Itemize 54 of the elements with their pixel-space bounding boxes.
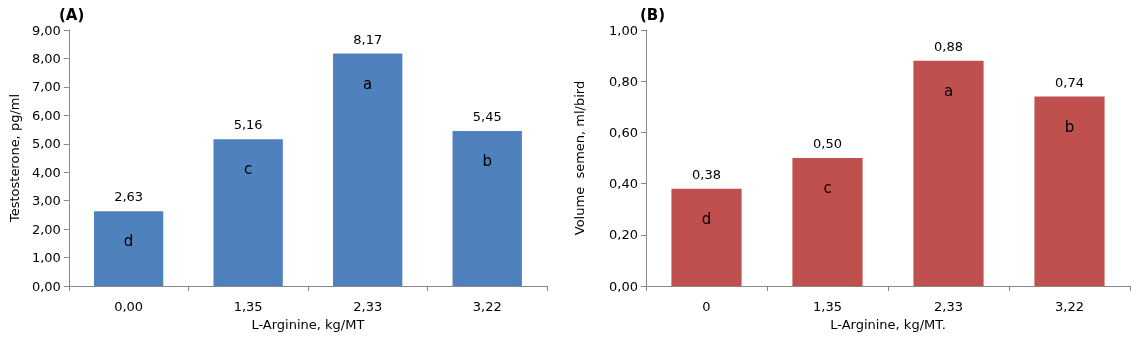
y-axis-title: Testosterone, pg/ml <box>7 93 22 224</box>
x-tick-label: 0 <box>702 299 711 314</box>
data-label: 0,88 <box>934 38 963 54</box>
annotation: b <box>1064 117 1075 136</box>
data-label: 0,50 <box>813 136 842 151</box>
x-tick-label: 3,22 <box>1055 299 1084 314</box>
y-tick-label: 4,00 <box>31 164 61 180</box>
data-label: 5,45 <box>472 108 502 124</box>
chart-title: (A) <box>59 5 85 24</box>
bar <box>792 158 863 286</box>
annotation: d <box>701 209 712 228</box>
x-tick-label: 1,35 <box>813 299 842 314</box>
y-tick-label: 8,00 <box>31 50 61 66</box>
annotation: a <box>363 74 373 93</box>
annotation: d <box>123 232 134 251</box>
y-tick-label: 2,00 <box>31 221 61 237</box>
y-tick-label: 0,00 <box>609 278 638 294</box>
annotation: a <box>943 81 954 100</box>
chart-title: (B) <box>640 5 666 24</box>
x-tick-label: 3,22 <box>472 299 502 314</box>
bar <box>452 130 522 286</box>
bar <box>213 139 283 286</box>
y-tick-label: 0,00 <box>31 278 61 294</box>
bar <box>1034 96 1105 286</box>
bar <box>913 60 984 286</box>
data-label: 2,63 <box>114 189 144 205</box>
annotation: c <box>823 179 832 197</box>
y-tick-label: 9,00 <box>31 22 61 38</box>
y-tick-label: 3,00 <box>31 193 61 209</box>
y-tick-label: 0,80 <box>609 73 638 89</box>
data-label: 0,74 <box>1055 74 1084 90</box>
y-tick-label: 0,20 <box>609 227 638 243</box>
x-tick-label: 2,33 <box>934 299 963 314</box>
x-axis-title: L-Arginine, kg/MT <box>251 316 365 332</box>
y-axis-title: Volume semen, ml/bird <box>572 80 587 236</box>
bar <box>333 53 403 286</box>
y-tick-label: 7,00 <box>31 79 61 95</box>
y-tick-label: 5,00 <box>31 136 61 152</box>
y-tick-label: 0,40 <box>609 176 638 192</box>
data-label: 8,17 <box>353 31 383 47</box>
y-tick-label: 0,60 <box>609 124 638 140</box>
bar <box>93 211 164 286</box>
x-tick-label: 0,00 <box>114 299 144 314</box>
x-tick-label: 2,33 <box>353 299 383 314</box>
y-tick-label: 6,00 <box>31 107 61 123</box>
bar <box>671 188 742 286</box>
y-tick-label: 1,00 <box>31 250 61 266</box>
x-axis-title: L-Arginine, kg/MT. <box>830 316 946 332</box>
data-label: 5,16 <box>233 117 263 133</box>
annotation: b <box>482 151 492 170</box>
annotation: c <box>244 160 253 179</box>
x-tick-label: 1,35 <box>233 299 263 314</box>
y-tick-label: 1,00 <box>609 22 638 38</box>
data-label: 0,38 <box>692 166 721 182</box>
